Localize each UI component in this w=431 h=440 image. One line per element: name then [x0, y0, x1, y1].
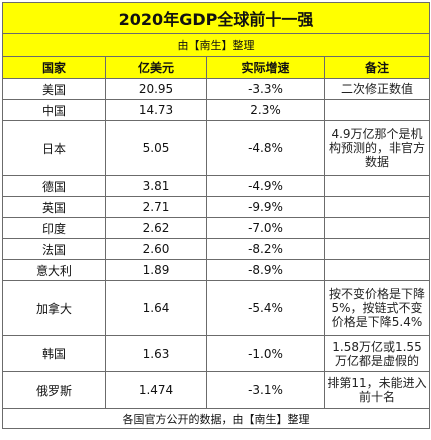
footer-row: 各国官方公开的数据，由【南生】整理	[2, 408, 430, 429]
note-cell	[324, 175, 430, 197]
table-title: 2020年GDP全球前十一强	[2, 2, 430, 34]
table-row: 加拿大 1.64 -5.4% 按不变价格是下降5%，按链式不变价格是下降5.4%	[2, 280, 430, 336]
country-cell: 美国	[2, 78, 106, 100]
note-cell: 1.58万亿或1.55万亿都是虚假的	[324, 335, 430, 372]
country-cell: 法国	[2, 238, 106, 260]
growth-cell: -7.0%	[206, 217, 325, 239]
table-subtitle: 由【南生】整理	[2, 33, 430, 57]
gdp-table: 2020年GDP全球前十一强 由【南生】整理 国家 亿美元 实际增速 备注 美国…	[2, 2, 430, 429]
table-row: 日本 5.05 -4.8% 4.9万亿那个是机构预测的，非官方数据	[2, 120, 430, 176]
header-row: 国家 亿美元 实际增速 备注	[2, 56, 430, 79]
table-row: 印度 2.62 -7.0%	[2, 217, 430, 239]
growth-cell: -3.3%	[206, 78, 325, 100]
header-country: 国家	[2, 56, 106, 79]
country-cell: 中国	[2, 99, 106, 121]
note-cell	[324, 99, 430, 121]
note-cell	[324, 196, 430, 218]
note-cell	[324, 238, 430, 260]
table-row: 德国 3.81 -4.9%	[2, 175, 430, 197]
gdp-cell: 14.73	[105, 99, 207, 121]
table-row: 意大利 1.89 -8.9%	[2, 259, 430, 281]
growth-cell: -3.1%	[206, 371, 325, 409]
table-row: 俄罗斯 1.474 -3.1% 排第11，未能进入前十名	[2, 371, 430, 409]
country-cell: 意大利	[2, 259, 106, 281]
gdp-cell: 3.81	[105, 175, 207, 197]
gdp-cell: 1.63	[105, 335, 207, 372]
gdp-cell: 1.89	[105, 259, 207, 281]
country-cell: 德国	[2, 175, 106, 197]
gdp-cell: 20.95	[105, 78, 207, 100]
header-note: 备注	[324, 56, 430, 79]
table-row: 韩国 1.63 -1.0% 1.58万亿或1.55万亿都是虚假的	[2, 335, 430, 372]
growth-cell: -9.9%	[206, 196, 325, 218]
note-cell: 4.9万亿那个是机构预测的，非官方数据	[324, 120, 430, 176]
country-cell: 俄罗斯	[2, 371, 106, 409]
growth-cell: 2.3%	[206, 99, 325, 121]
gdp-cell: 1.64	[105, 280, 207, 336]
table-row: 英国 2.71 -9.9%	[2, 196, 430, 218]
note-cell	[324, 217, 430, 239]
gdp-cell: 2.62	[105, 217, 207, 239]
growth-cell: -1.0%	[206, 335, 325, 372]
table-footer: 各国官方公开的数据，由【南生】整理	[2, 408, 430, 429]
country-cell: 韩国	[2, 335, 106, 372]
table-row: 美国 20.95 -3.3% 二次修正数值	[2, 78, 430, 100]
note-cell: 按不变价格是下降5%，按链式不变价格是下降5.4%	[324, 280, 430, 336]
growth-cell: -8.2%	[206, 238, 325, 260]
growth-cell: -4.8%	[206, 120, 325, 176]
note-cell: 排第11，未能进入前十名	[324, 371, 430, 409]
note-cell	[324, 259, 430, 281]
growth-cell: -4.9%	[206, 175, 325, 197]
table-row: 中国 14.73 2.3%	[2, 99, 430, 121]
header-growth: 实际增速	[206, 56, 325, 79]
table-row: 法国 2.60 -8.2%	[2, 238, 430, 260]
gdp-cell: 2.60	[105, 238, 207, 260]
growth-cell: -8.9%	[206, 259, 325, 281]
gdp-cell: 1.474	[105, 371, 207, 409]
gdp-cell: 2.71	[105, 196, 207, 218]
country-cell: 加拿大	[2, 280, 106, 336]
header-gdp: 亿美元	[105, 56, 207, 79]
gdp-cell: 5.05	[105, 120, 207, 176]
country-cell: 日本	[2, 120, 106, 176]
growth-cell: -5.4%	[206, 280, 325, 336]
country-cell: 印度	[2, 217, 106, 239]
country-cell: 英国	[2, 196, 106, 218]
note-cell: 二次修正数值	[324, 78, 430, 100]
